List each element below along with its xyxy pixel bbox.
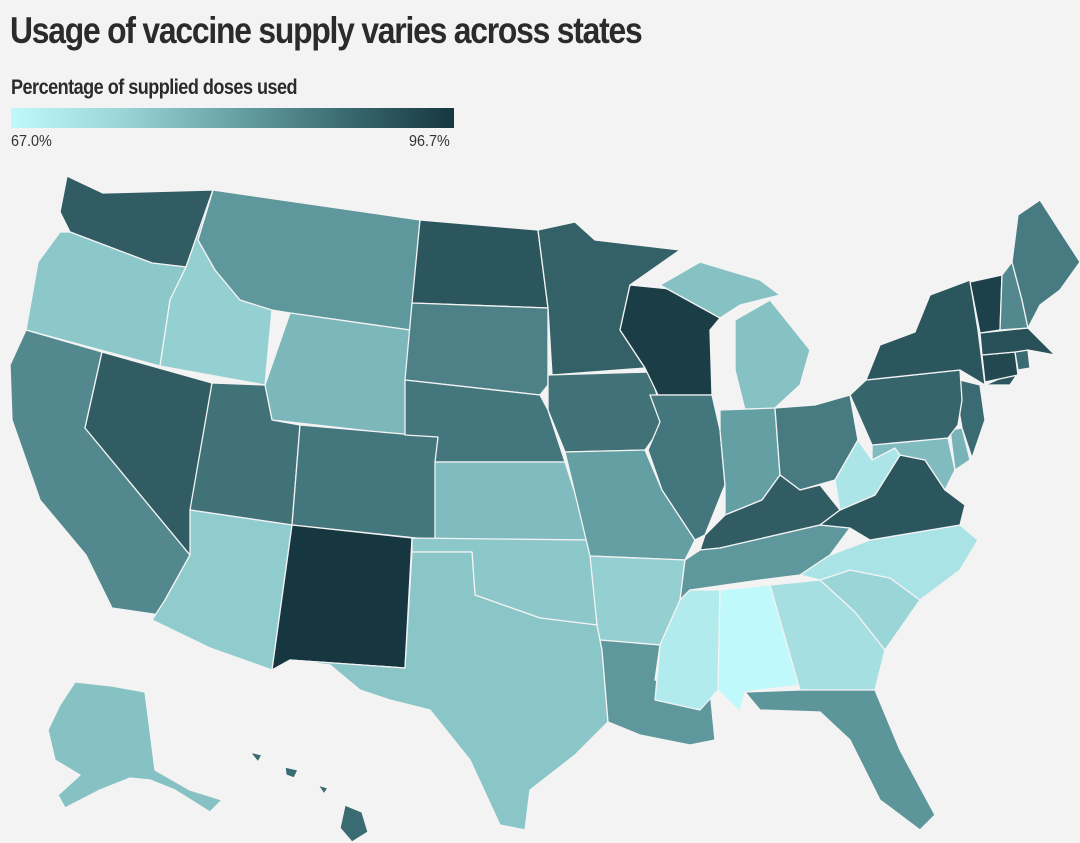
state-HI	[249, 751, 369, 843]
state-IA	[547, 371, 666, 453]
state-AK	[47, 681, 223, 813]
state-KS	[434, 461, 591, 541]
legend-min-label: 67.0%	[11, 133, 52, 150]
chart-title: Usage of vaccine supply varies across st…	[10, 10, 643, 51]
state-MI	[659, 261, 811, 411]
state-WY	[264, 312, 411, 436]
state-PA	[849, 369, 963, 446]
state-RI	[1014, 349, 1031, 371]
state-DE	[949, 427, 971, 471]
state-FL	[744, 689, 936, 831]
state-IL	[647, 394, 726, 541]
legend-title: Percentage of supplied doses used	[11, 76, 298, 99]
state-ND	[411, 219, 549, 309]
state-CO	[291, 424, 439, 541]
state-NM	[271, 524, 413, 671]
state-TX	[289, 551, 609, 831]
state-MA	[979, 327, 1056, 356]
legend-max-label: 96.7%	[409, 133, 450, 150]
legend-color-bar	[11, 108, 454, 128]
state-SD	[404, 302, 549, 396]
state-ME	[1011, 199, 1080, 329]
state-MD	[871, 437, 956, 491]
state-NC	[799, 524, 979, 601]
